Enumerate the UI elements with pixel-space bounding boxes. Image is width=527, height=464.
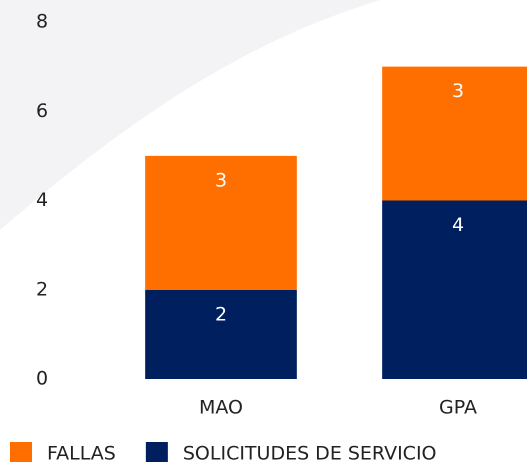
legend-label: FALLAS [47, 443, 116, 464]
legend-swatch [10, 442, 32, 462]
bar-segment [145, 155, 297, 290]
y-tick-label: 4 [36, 189, 48, 211]
data-label: 4 [452, 214, 464, 236]
background-shape [0, 0, 380, 230]
x-tick-label: MAO [199, 397, 243, 419]
y-tick-label: 6 [36, 100, 48, 122]
data-label: 3 [452, 80, 464, 102]
y-tick-label: 2 [36, 278, 48, 300]
bar-segment [145, 289, 297, 379]
x-tick-label: GPA [439, 397, 477, 419]
data-label: 2 [215, 303, 227, 325]
data-label: 3 [215, 169, 227, 191]
y-tick-label: 0 [36, 368, 48, 390]
legend-label: SOLICITUDES DE SERVICIO [183, 443, 437, 464]
y-tick-label: 8 [36, 11, 48, 33]
legend-swatch [145, 442, 168, 462]
bar-segment [382, 66, 527, 201]
bar-segment [382, 200, 527, 379]
